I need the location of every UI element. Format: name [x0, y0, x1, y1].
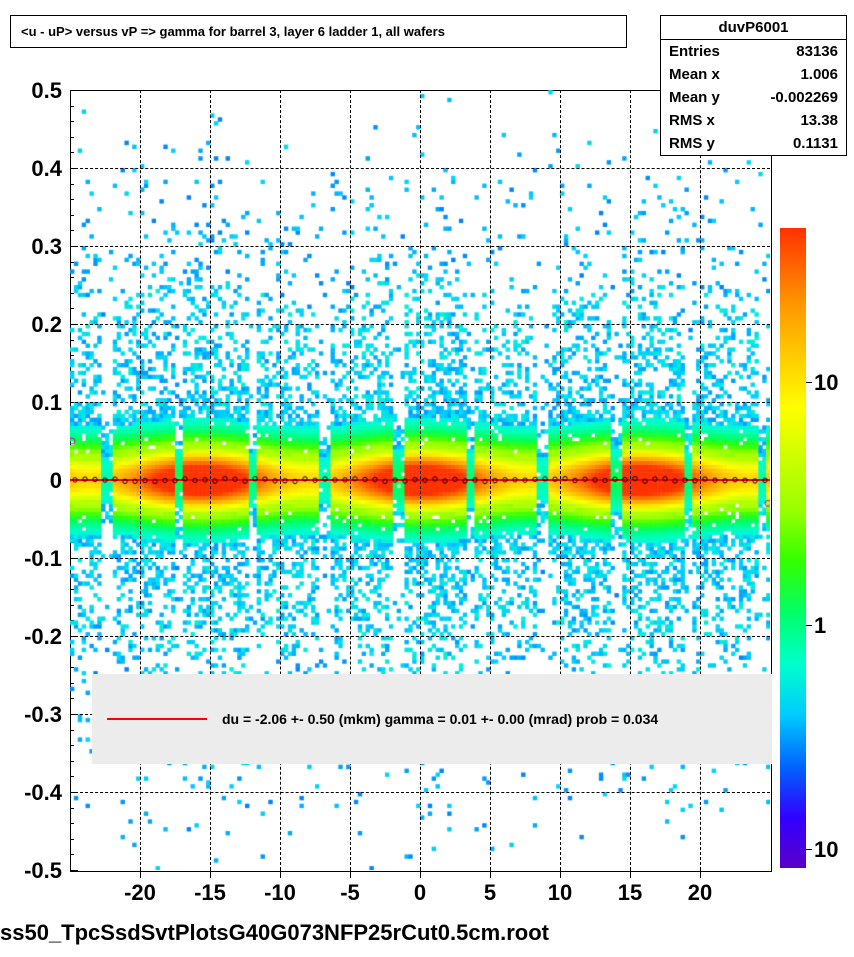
- y-tick-label: -0.1: [12, 546, 62, 572]
- chart-container: <u - uP> versus vP => gamma for barrel 3…: [0, 0, 854, 957]
- stats-row: Entries 83136: [661, 40, 846, 63]
- colorbar-tick-label: 10: [814, 370, 838, 396]
- stats-name: duvP6001: [661, 16, 846, 40]
- stats-label: Entries: [669, 43, 720, 60]
- x-tick-label: 5: [470, 880, 510, 906]
- stats-label: Mean y: [669, 89, 720, 106]
- y-tick-label: -0.4: [12, 780, 62, 806]
- stats-value: -0.002269: [770, 89, 838, 106]
- chart-title-box: <u - uP> versus vP => gamma for barrel 3…: [10, 15, 627, 48]
- y-tick-label: 0.1: [12, 390, 62, 416]
- legend-text: du = -2.06 +- 0.50 (mkm) gamma = 0.01 +-…: [222, 711, 658, 727]
- stats-label: RMS y: [669, 135, 715, 152]
- stats-row: Mean y -0.002269: [661, 86, 846, 109]
- colorbar-tick-label: 10: [814, 837, 838, 863]
- stats-value: 13.38: [800, 112, 838, 129]
- file-title: ss50_TpcSsdSvtPlotsG40G073NFP25rCut0.5cm…: [0, 920, 549, 946]
- x-tick-label: 10: [540, 880, 580, 906]
- stats-value: 0.1131: [793, 135, 838, 152]
- stats-row: RMS y 0.1131: [661, 132, 846, 155]
- y-tick-label: 0.5: [12, 78, 62, 104]
- x-tick-label: -10: [260, 880, 300, 906]
- stats-label: RMS x: [669, 112, 715, 129]
- y-tick-label: -0.2: [12, 624, 62, 650]
- stats-row: RMS x 13.38: [661, 109, 846, 132]
- y-tick-label: -0.3: [12, 702, 62, 728]
- x-tick-label: -5: [330, 880, 370, 906]
- colorbar: [780, 228, 806, 868]
- x-tick-label: -15: [190, 880, 230, 906]
- y-tick-label: -0.5: [12, 858, 62, 884]
- y-tick-label: 0.2: [12, 312, 62, 338]
- y-tick-label: 0.4: [12, 156, 62, 182]
- chart-title: <u - uP> versus vP => gamma for barrel 3…: [21, 24, 445, 39]
- legend-line-icon: [107, 718, 207, 720]
- x-tick-label: 15: [610, 880, 650, 906]
- stats-value: 83136: [796, 43, 838, 60]
- stats-value: 1.006: [800, 66, 838, 83]
- colorbar-tick-label: 1: [814, 613, 826, 639]
- x-tick-label: 0: [400, 880, 440, 906]
- stats-box: duvP6001 Entries 83136 Mean x 1.006 Mean y -0…: [660, 15, 847, 156]
- y-tick-label: 0.3: [12, 234, 62, 260]
- x-tick-label: -20: [120, 880, 160, 906]
- legend-box: du = -2.06 +- 0.50 (mkm) gamma = 0.01 +-…: [92, 674, 772, 764]
- x-tick-label: 20: [680, 880, 720, 906]
- stats-label: Mean x: [669, 66, 720, 83]
- stats-row: Mean x 1.006: [661, 63, 846, 86]
- y-tick-label: 0: [12, 468, 62, 494]
